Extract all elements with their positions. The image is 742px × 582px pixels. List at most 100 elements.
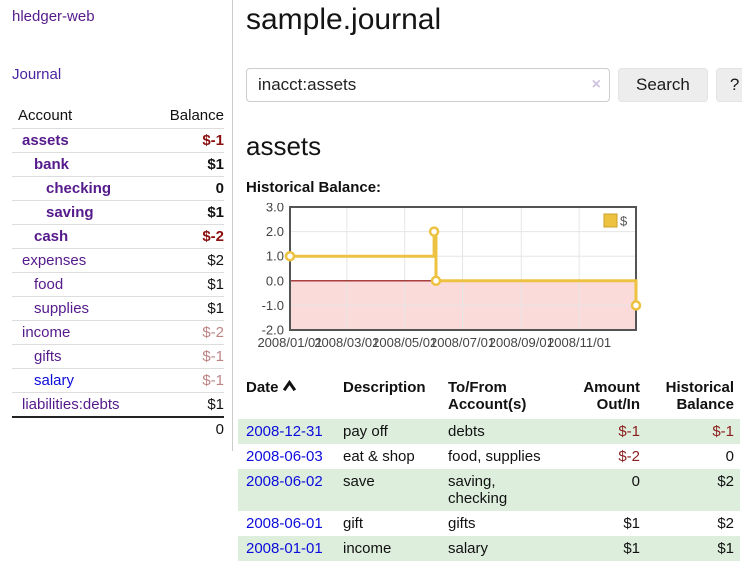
- account-rows: assets $-1 bank $1 checking 0 saving $1 cash $-2 e…: [12, 128, 224, 418]
- account-balance: 0: [215, 180, 224, 197]
- transactions-header-description: Description: [343, 379, 426, 396]
- transaction-description: gift: [343, 515, 364, 532]
- sidebar-account-salary[interactable]: salary: [34, 372, 75, 389]
- transactions-header-date[interactable]: Date: [238, 376, 343, 419]
- app-brand-link[interactable]: hledger-web: [12, 8, 95, 25]
- transaction-date-link[interactable]: 2008-12-31: [246, 423, 323, 440]
- account-row: expenses $2: [12, 248, 224, 273]
- svg-text:2008/11/01: 2008/11/01: [547, 335, 611, 350]
- transaction-rows: 2008-12-31 pay off debts $-1 $-1 2008-06-03 ea…: [238, 419, 740, 561]
- transaction-accounts: debts: [448, 423, 485, 440]
- account-row: income $-2: [12, 320, 224, 345]
- transaction-accounts: food, supplies: [448, 448, 541, 465]
- transaction-amount: $-2: [618, 448, 640, 465]
- transactions-header-accounts: To/From Account(s): [448, 379, 527, 413]
- sidebar-account-supplies[interactable]: supplies: [34, 300, 90, 317]
- transaction-row: 2008-06-02 save saving, checking 0 $2: [238, 469, 740, 511]
- transaction-amount: 0: [631, 473, 640, 490]
- svg-text:-2.0: -2.0: [262, 323, 284, 338]
- transaction-date-link[interactable]: 2008-06-01: [246, 515, 323, 532]
- svg-text:2008/05/01: 2008/05/01: [372, 335, 437, 350]
- transaction-row: 2008-06-01 gift gifts $1 $2: [238, 511, 740, 536]
- help-button[interactable]: ?: [715, 68, 742, 102]
- transactions-header-amount: Amount Out/In: [583, 379, 640, 413]
- accounts-header-account: Account: [18, 107, 73, 124]
- page-title: sample.journal: [246, 3, 442, 36]
- account-balance: $-2: [202, 228, 224, 245]
- svg-text:$: $: [620, 214, 628, 229]
- search-input[interactable]: [246, 68, 610, 102]
- transactions-table: Date Description To/From Account(s) Amou…: [238, 376, 740, 561]
- transaction-accounts: salary: [448, 540, 489, 557]
- account-balance: $-1: [202, 132, 224, 149]
- transaction-description: income: [343, 540, 392, 557]
- svg-text:2008/03/01: 2008/03/01: [314, 335, 379, 350]
- sidebar-account-gifts[interactable]: gifts: [34, 348, 62, 365]
- account-row: liabilities:debts $1: [12, 392, 224, 418]
- account-balance: $-1: [202, 372, 224, 389]
- sidebar-account-saving[interactable]: saving: [46, 204, 94, 221]
- transaction-balance: $-1: [712, 423, 734, 440]
- sidebar-account-food[interactable]: food: [34, 276, 64, 293]
- transaction-date-link[interactable]: 2008-06-03: [246, 448, 323, 465]
- sidebar-account-liabilities-debts[interactable]: liabilities:debts: [22, 396, 120, 413]
- account-row: gifts $-1: [12, 344, 224, 369]
- svg-text:2008/07/01: 2008/07/01: [430, 335, 495, 350]
- sort-ascending-icon: [282, 380, 296, 391]
- accounts-total-row: 0: [12, 417, 224, 441]
- search-button[interactable]: Search: [618, 68, 708, 102]
- clear-search-icon[interactable]: ×: [591, 76, 601, 93]
- transaction-balance: $1: [717, 540, 734, 557]
- account-row: assets $-1: [12, 128, 224, 153]
- transaction-description: save: [343, 473, 375, 490]
- transaction-amount: $1: [623, 515, 640, 532]
- transaction-description: pay off: [343, 423, 388, 440]
- historical-balance-chart: $3.0 2.0 1.0 0.0 -1.0 -2.0 2008/01/01 2008/03/0…: [246, 200, 742, 359]
- sidebar: hledger-web Journal Account Balance asse…: [0, 0, 233, 451]
- chart-canvas: $3.0 2.0 1.0 0.0 -1.0 -2.02008/01/012008/03/0…: [257, 200, 642, 350]
- accounts-total-value: 0: [215, 421, 224, 438]
- account-balance: $1: [207, 276, 224, 293]
- transactions-header-balance: Historical Balance: [665, 379, 734, 413]
- svg-text:2008/09/01: 2008/09/01: [489, 335, 554, 350]
- accounts-header-balance: Balance: [169, 107, 224, 124]
- account-row: cash $-2: [12, 224, 224, 249]
- transaction-balance: 0: [725, 448, 734, 465]
- account-heading: assets: [246, 131, 322, 161]
- search-form: × Search ?: [246, 68, 742, 102]
- svg-text:-1.0: -1.0: [262, 298, 284, 313]
- svg-text:2008/01/01: 2008/01/01: [257, 335, 322, 350]
- account-balance: $1: [207, 156, 224, 173]
- transaction-balance: $2: [717, 515, 734, 532]
- account-row: food $1: [12, 272, 224, 297]
- chart-title: Historical Balance:: [246, 179, 382, 196]
- account-row: saving $1: [12, 200, 224, 225]
- sidebar-account-cash[interactable]: cash: [34, 228, 69, 245]
- account-balance: $1: [207, 300, 224, 317]
- sidebar-item-journal[interactable]: Journal: [12, 66, 62, 83]
- account-row: checking 0: [12, 176, 224, 201]
- account-balance: $-2: [202, 324, 224, 341]
- transaction-accounts: saving, checking: [448, 473, 508, 507]
- transaction-amount: $1: [623, 540, 640, 557]
- account-balance: $2: [207, 252, 224, 269]
- transaction-row: 2008-06-03 eat & shop food, supplies $-2 0: [238, 444, 740, 469]
- svg-text:2.0: 2.0: [266, 224, 284, 239]
- transaction-row: 2008-01-01 income salary $1 $1: [238, 536, 740, 561]
- sidebar-account-expenses[interactable]: expenses: [22, 252, 87, 269]
- transaction-balance: $2: [717, 473, 734, 490]
- sidebar-account-bank[interactable]: bank: [34, 156, 70, 173]
- sidebar-account-income[interactable]: income: [22, 324, 71, 341]
- transaction-date-link[interactable]: 2008-01-01: [246, 540, 323, 557]
- transaction-row: 2008-12-31 pay off debts $-1 $-1: [238, 419, 740, 444]
- accounts-table: Account Balance assets $-1 bank $1 checking 0…: [12, 104, 224, 441]
- account-balance: $1: [207, 204, 224, 221]
- transaction-date-link[interactable]: 2008-06-02: [246, 473, 323, 490]
- sidebar-account-assets[interactable]: assets: [22, 132, 69, 149]
- account-row: supplies $1: [12, 296, 224, 321]
- account-row: salary $-1: [12, 368, 224, 393]
- svg-text:1.0: 1.0: [266, 249, 284, 264]
- account-balance: $1: [207, 396, 224, 413]
- svg-text:0.0: 0.0: [266, 273, 284, 288]
- sidebar-account-checking[interactable]: checking: [46, 180, 112, 197]
